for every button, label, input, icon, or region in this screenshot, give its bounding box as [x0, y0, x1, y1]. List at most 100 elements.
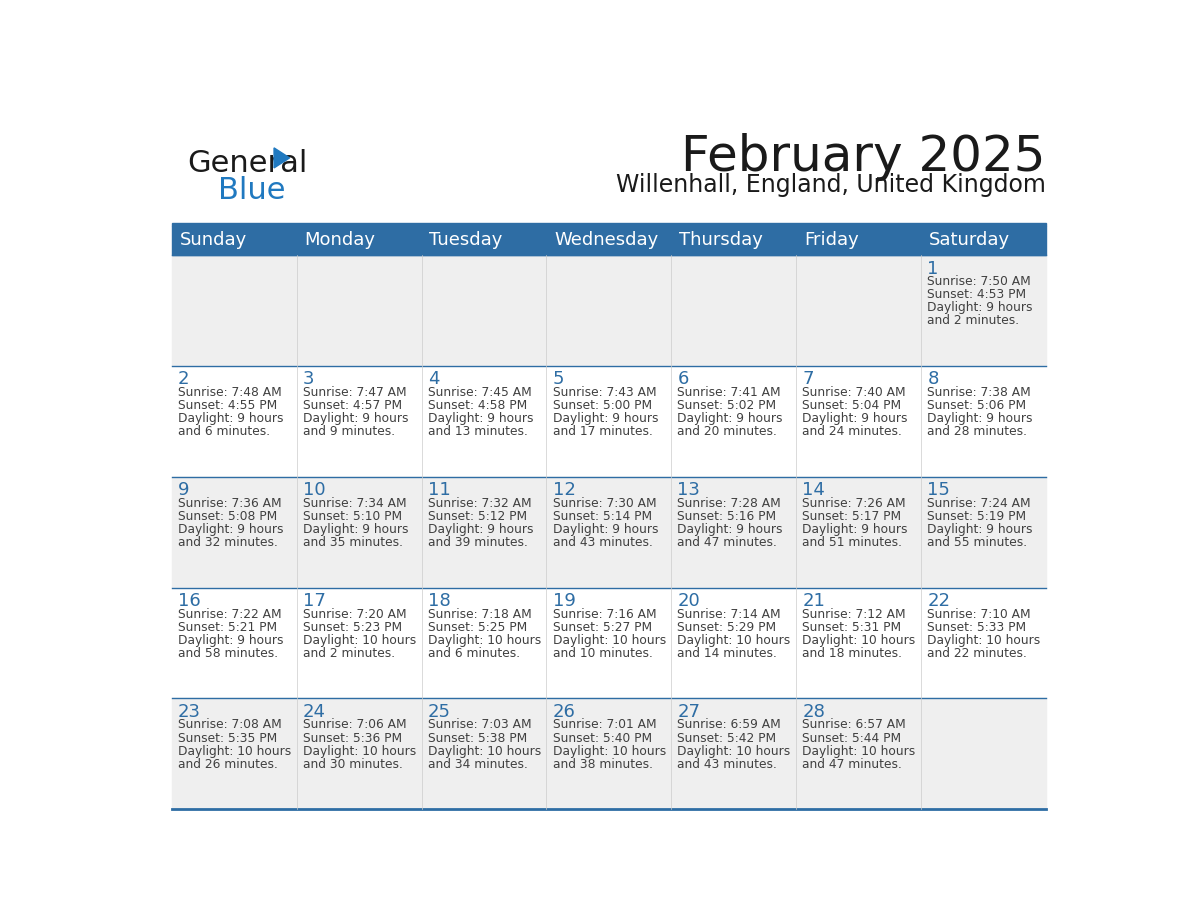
Text: and 22 minutes.: and 22 minutes. — [928, 647, 1028, 660]
Text: Daylight: 10 hours: Daylight: 10 hours — [677, 744, 791, 757]
Text: 27: 27 — [677, 703, 701, 721]
Text: 10: 10 — [303, 481, 326, 499]
Text: Sunset: 4:55 PM: Sunset: 4:55 PM — [178, 399, 277, 412]
Text: and 43 minutes.: and 43 minutes. — [677, 757, 777, 771]
Text: 17: 17 — [303, 592, 326, 610]
Text: Daylight: 9 hours: Daylight: 9 hours — [677, 523, 783, 536]
Text: and 47 minutes.: and 47 minutes. — [677, 536, 777, 549]
Text: and 6 minutes.: and 6 minutes. — [428, 647, 520, 660]
Text: Sunset: 5:12 PM: Sunset: 5:12 PM — [428, 509, 526, 522]
Text: Sunrise: 7:22 AM: Sunrise: 7:22 AM — [178, 608, 282, 621]
Text: and 13 minutes.: and 13 minutes. — [428, 425, 527, 438]
Text: and 35 minutes.: and 35 minutes. — [303, 536, 403, 549]
Text: Daylight: 10 hours: Daylight: 10 hours — [552, 744, 665, 757]
Text: Daylight: 10 hours: Daylight: 10 hours — [928, 633, 1041, 647]
Text: and 14 minutes.: and 14 minutes. — [677, 647, 777, 660]
Text: 1: 1 — [928, 260, 939, 277]
Text: Sunset: 5:17 PM: Sunset: 5:17 PM — [802, 509, 902, 522]
Text: Sunset: 5:36 PM: Sunset: 5:36 PM — [303, 732, 402, 744]
Text: Tuesday: Tuesday — [429, 231, 503, 250]
Text: Sunset: 5:04 PM: Sunset: 5:04 PM — [802, 399, 902, 412]
Text: 26: 26 — [552, 703, 575, 721]
Text: Daylight: 9 hours: Daylight: 9 hours — [428, 523, 533, 536]
Bar — [172, 476, 1045, 588]
Text: 21: 21 — [802, 592, 826, 610]
Text: Sunrise: 7:10 AM: Sunrise: 7:10 AM — [928, 608, 1031, 621]
Text: Daylight: 9 hours: Daylight: 9 hours — [552, 412, 658, 425]
Text: Sunrise: 6:59 AM: Sunrise: 6:59 AM — [677, 719, 782, 732]
Text: Sunset: 5:16 PM: Sunset: 5:16 PM — [677, 509, 777, 522]
Text: Sunset: 4:57 PM: Sunset: 4:57 PM — [303, 399, 402, 412]
Text: 20: 20 — [677, 592, 700, 610]
Text: and 39 minutes.: and 39 minutes. — [428, 536, 527, 549]
Text: February 2025: February 2025 — [682, 133, 1045, 181]
Text: Sunrise: 7:26 AM: Sunrise: 7:26 AM — [802, 497, 906, 509]
Text: Sunset: 5:40 PM: Sunset: 5:40 PM — [552, 732, 652, 744]
Text: 25: 25 — [428, 703, 450, 721]
Text: Sunrise: 7:50 AM: Sunrise: 7:50 AM — [928, 274, 1031, 288]
Text: 6: 6 — [677, 371, 689, 388]
Text: and 18 minutes.: and 18 minutes. — [802, 647, 903, 660]
Text: Sunrise: 6:57 AM: Sunrise: 6:57 AM — [802, 719, 906, 732]
Text: Daylight: 10 hours: Daylight: 10 hours — [802, 633, 916, 647]
Text: and 6 minutes.: and 6 minutes. — [178, 425, 270, 438]
Text: and 51 minutes.: and 51 minutes. — [802, 536, 903, 549]
Bar — [172, 588, 1045, 699]
Text: and 43 minutes.: and 43 minutes. — [552, 536, 652, 549]
Text: General: General — [188, 149, 308, 178]
Text: Daylight: 9 hours: Daylight: 9 hours — [677, 412, 783, 425]
Text: Sunrise: 7:40 AM: Sunrise: 7:40 AM — [802, 386, 906, 398]
Text: 19: 19 — [552, 592, 575, 610]
Text: Daylight: 9 hours: Daylight: 9 hours — [552, 523, 658, 536]
Text: Daylight: 10 hours: Daylight: 10 hours — [552, 633, 665, 647]
Text: Sunset: 5:10 PM: Sunset: 5:10 PM — [303, 509, 402, 522]
Text: Sunset: 5:29 PM: Sunset: 5:29 PM — [677, 621, 777, 633]
Text: and 2 minutes.: and 2 minutes. — [928, 314, 1019, 327]
Text: Sunset: 5:02 PM: Sunset: 5:02 PM — [677, 399, 777, 412]
Polygon shape — [274, 148, 290, 168]
Text: 22: 22 — [928, 592, 950, 610]
Text: Daylight: 9 hours: Daylight: 9 hours — [928, 301, 1032, 314]
Text: and 17 minutes.: and 17 minutes. — [552, 425, 652, 438]
Text: Sunrise: 7:12 AM: Sunrise: 7:12 AM — [802, 608, 906, 621]
Text: 8: 8 — [928, 371, 939, 388]
Text: and 9 minutes.: and 9 minutes. — [303, 425, 394, 438]
Text: and 32 minutes.: and 32 minutes. — [178, 536, 278, 549]
Text: Sunset: 5:23 PM: Sunset: 5:23 PM — [303, 621, 402, 633]
Text: Blue: Blue — [219, 176, 286, 206]
Text: 24: 24 — [303, 703, 326, 721]
Text: Sunrise: 7:14 AM: Sunrise: 7:14 AM — [677, 608, 782, 621]
Text: 16: 16 — [178, 592, 201, 610]
Text: Willenhall, England, United Kingdom: Willenhall, England, United Kingdom — [617, 174, 1045, 197]
Text: Sunrise: 7:45 AM: Sunrise: 7:45 AM — [428, 386, 531, 398]
Text: Sunrise: 7:20 AM: Sunrise: 7:20 AM — [303, 608, 406, 621]
Text: and 58 minutes.: and 58 minutes. — [178, 647, 278, 660]
Text: and 38 minutes.: and 38 minutes. — [552, 757, 652, 771]
Text: and 28 minutes.: and 28 minutes. — [928, 425, 1028, 438]
Text: 9: 9 — [178, 481, 189, 499]
Text: Daylight: 10 hours: Daylight: 10 hours — [303, 744, 416, 757]
Text: Sunset: 5:25 PM: Sunset: 5:25 PM — [428, 621, 527, 633]
Text: and 26 minutes.: and 26 minutes. — [178, 757, 278, 771]
Text: Sunset: 5:21 PM: Sunset: 5:21 PM — [178, 621, 277, 633]
Text: 12: 12 — [552, 481, 575, 499]
Text: Daylight: 10 hours: Daylight: 10 hours — [428, 633, 541, 647]
Text: Friday: Friday — [804, 231, 859, 250]
Text: 14: 14 — [802, 481, 826, 499]
Text: Sunday: Sunday — [179, 231, 247, 250]
Text: Sunset: 4:58 PM: Sunset: 4:58 PM — [428, 399, 527, 412]
Text: and 47 minutes.: and 47 minutes. — [802, 757, 902, 771]
Text: Daylight: 9 hours: Daylight: 9 hours — [303, 523, 409, 536]
Text: Sunset: 5:44 PM: Sunset: 5:44 PM — [802, 732, 902, 744]
Text: 4: 4 — [428, 371, 440, 388]
Text: Wednesday: Wednesday — [554, 231, 658, 250]
Bar — [172, 699, 1045, 810]
Text: Sunrise: 7:01 AM: Sunrise: 7:01 AM — [552, 719, 656, 732]
Text: Sunset: 5:00 PM: Sunset: 5:00 PM — [552, 399, 652, 412]
Text: Sunset: 5:19 PM: Sunset: 5:19 PM — [928, 509, 1026, 522]
Text: Daylight: 9 hours: Daylight: 9 hours — [802, 412, 908, 425]
Text: 18: 18 — [428, 592, 450, 610]
Text: 5: 5 — [552, 371, 564, 388]
Text: Sunset: 5:42 PM: Sunset: 5:42 PM — [677, 732, 777, 744]
Text: Sunset: 5:27 PM: Sunset: 5:27 PM — [552, 621, 652, 633]
